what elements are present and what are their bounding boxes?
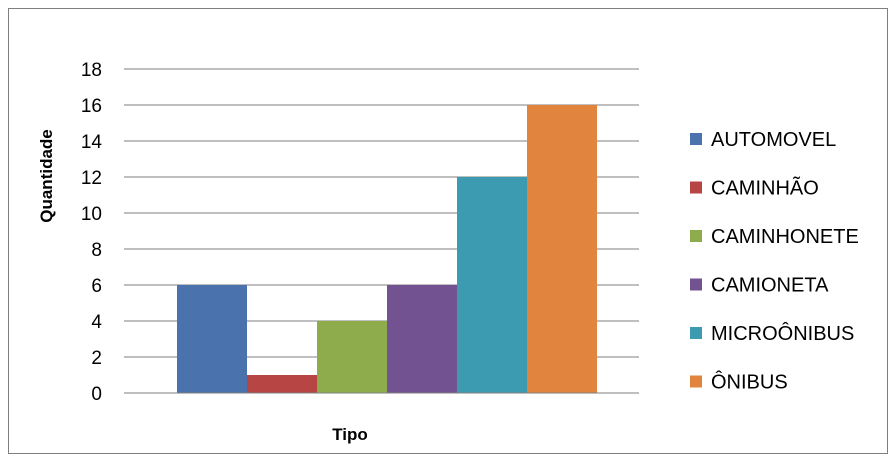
legend-swatch-caminhonete xyxy=(690,230,702,242)
bar-caminhão xyxy=(247,375,317,393)
y-tick-label-2: 2 xyxy=(91,348,102,369)
legend-swatch-caminhão xyxy=(690,181,702,194)
x-axis-title: Tipo xyxy=(332,425,368,444)
legend-label-caminhonete: CAMINHONETE xyxy=(711,226,859,248)
bars xyxy=(177,105,597,393)
legend-label-microônibus: MICROÔNIBUS xyxy=(711,322,854,345)
legend-label-automovel: AUTOMOVEL xyxy=(711,129,836,151)
legend-label-ônibus: ÔNIBUS xyxy=(711,371,788,394)
bar-automovel xyxy=(177,285,247,393)
y-axis-title: Quantidade xyxy=(37,129,56,223)
bar-ônibus xyxy=(527,105,597,393)
legend-label-caminhão: CAMINHÃO xyxy=(711,176,819,200)
y-tick-label-4: 4 xyxy=(91,312,102,333)
bar-camioneta xyxy=(387,285,457,393)
legend-label-camioneta: CAMIONETA xyxy=(711,275,829,297)
y-tick-label-12: 12 xyxy=(81,168,102,189)
legend: AUTOMOVEL CAMINHÃO CAMINHONETE CAMIONETA MIC… xyxy=(690,129,859,394)
bar-microônibus xyxy=(457,177,527,393)
legend-swatch-automovel xyxy=(690,133,702,145)
legend-swatch-ônibus xyxy=(690,375,702,388)
y-tick-label-6: 6 xyxy=(91,276,102,297)
y-tick-label-14: 14 xyxy=(81,132,103,153)
legend-swatch-microônibus xyxy=(690,327,702,339)
y-tick-label-16: 16 xyxy=(81,96,102,117)
bar-caminhonete xyxy=(317,321,387,393)
y-tick-label-18: 18 xyxy=(81,60,102,81)
y-tick-label-10: 10 xyxy=(81,204,102,225)
y-tick-label-0: 0 xyxy=(91,384,102,405)
y-axis-tick-labels: 0 2 4 6 8 10 12 14 16 18 xyxy=(81,60,103,405)
y-tick-label-8: 8 xyxy=(91,240,102,261)
legend-swatch-camioneta xyxy=(690,278,702,291)
